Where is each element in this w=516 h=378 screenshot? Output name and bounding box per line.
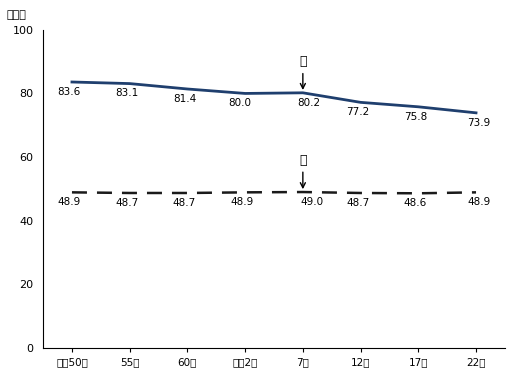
Text: 81.4: 81.4 [173,94,196,104]
Text: 80.2: 80.2 [297,98,320,108]
Text: 48.7: 48.7 [115,198,138,208]
Text: 48.7: 48.7 [346,198,369,208]
Text: 80.0: 80.0 [228,98,251,108]
Text: 75.8: 75.8 [404,112,427,122]
Text: 48.9: 48.9 [57,197,80,207]
Text: 48.9: 48.9 [467,197,491,207]
Text: 49.0: 49.0 [300,197,323,207]
Text: 73.9: 73.9 [467,118,491,128]
Text: 83.6: 83.6 [57,87,80,97]
Text: 男: 男 [299,55,307,88]
Text: 48.9: 48.9 [231,197,254,207]
Text: 77.2: 77.2 [346,107,369,117]
Text: 83.1: 83.1 [115,88,138,98]
Text: 48.6: 48.6 [404,198,427,208]
Text: 女: 女 [299,153,307,188]
Text: （％）: （％） [6,10,26,20]
Text: 48.7: 48.7 [173,198,196,208]
